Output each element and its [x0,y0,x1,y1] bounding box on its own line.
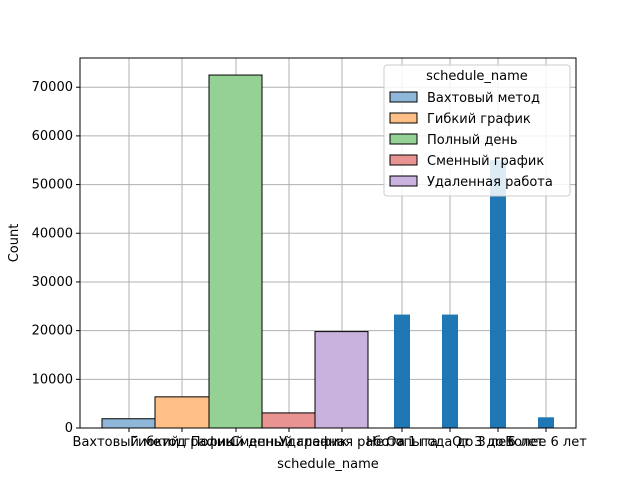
x-tick-label: От 1 года до 3 лет [386,435,514,450]
legend-box [383,64,571,197]
legend-title: schedule_name [426,69,528,84]
histogram-bar [314,331,369,429]
x-axis-label: schedule_name [277,457,379,472]
histogram-bar [261,412,316,429]
legend-swatch [389,154,418,166]
x-tick-label: Более 6 лет [505,435,587,450]
y-tick-label: 20000 [32,324,73,339]
y-tick-label: 70000 [32,80,73,95]
legend-entry-label: Полный день [427,133,518,148]
x-tick-label: Нет опыта [366,435,438,450]
y-tick-label: 0 [65,421,73,436]
legend-swatch [389,133,418,145]
legend-entry-label: Удаленная работа [427,175,553,190]
y-tick-label: 60000 [32,129,73,144]
y-tick-label: 10000 [32,372,73,387]
count-bar [538,417,554,428]
legend-entry-label: Гибкий график [427,112,531,127]
count-bar [442,314,458,428]
plot-frame [79,57,577,429]
legend-swatch [389,112,418,124]
y-tick-label: 40000 [32,226,73,241]
x-tick-label: Полный день [191,435,282,450]
x-tick-label: Удаленная работа [279,435,405,450]
y-tick-label: 50000 [32,178,73,193]
x-tick-label: Гибкий график [130,435,234,450]
x-tick-label: Вахтовый метод [73,435,186,450]
legend-entry-label: Сменный график [427,154,544,169]
count-bar [490,160,506,428]
histogram-bar [101,418,156,429]
legend-swatch [389,91,418,103]
x-tick-label: От 3 до 6 лет [452,435,544,450]
legend-entry-label: Вахтовый метод [427,91,540,106]
y-axis: 0 10000 20000 30000 40000 50000 60000 70000 [32,80,80,436]
histogram-bar [154,396,210,429]
y-axis-label: Count [7,224,22,263]
legend-swatch [389,175,418,187]
count-bar [394,314,410,428]
histogram-bar [208,74,263,429]
x-tick-label: Сменный график [230,435,347,450]
y-tick-label: 30000 [32,275,73,290]
legend: schedule_name Вахтовый метод Гибкий график… [383,64,571,197]
